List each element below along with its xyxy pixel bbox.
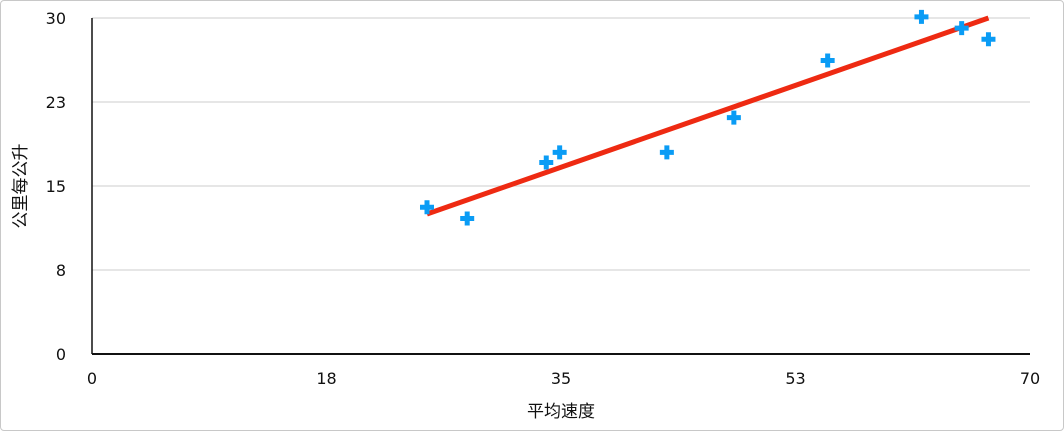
data-point bbox=[460, 211, 475, 226]
data-point bbox=[420, 200, 434, 215]
data-point bbox=[914, 9, 929, 24]
x-tick-label: 70 bbox=[1020, 369, 1040, 388]
x-axis-title: 平均速度 bbox=[527, 402, 595, 422]
axes bbox=[91, 18, 1030, 355]
data-point bbox=[552, 145, 567, 160]
data-point bbox=[659, 145, 674, 160]
data-point bbox=[981, 32, 996, 47]
tick-labels: 0 8 15 23 30 0 18 35 53 70 bbox=[46, 9, 1041, 388]
trendline-group bbox=[426, 15, 990, 217]
trendline bbox=[426, 15, 990, 217]
y-axis-title: 公里每公升 bbox=[11, 144, 31, 229]
y-tick-label: 8 bbox=[56, 261, 66, 280]
y-tick-label: 23 bbox=[46, 93, 66, 112]
y-tick-label: 30 bbox=[46, 9, 66, 28]
data-points bbox=[420, 9, 996, 226]
x-tick-label: 53 bbox=[785, 369, 805, 388]
y-tick-label: 15 bbox=[46, 177, 66, 196]
x-tick-label: 18 bbox=[316, 369, 336, 388]
data-point bbox=[820, 53, 835, 68]
data-point bbox=[954, 21, 969, 36]
x-tick-label: 0 bbox=[87, 369, 97, 388]
data-point bbox=[726, 110, 741, 125]
data-point bbox=[539, 155, 554, 170]
y-tick-label: 0 bbox=[56, 345, 66, 364]
x-tick-label: 35 bbox=[551, 369, 571, 388]
gridlines bbox=[92, 17, 1030, 271]
